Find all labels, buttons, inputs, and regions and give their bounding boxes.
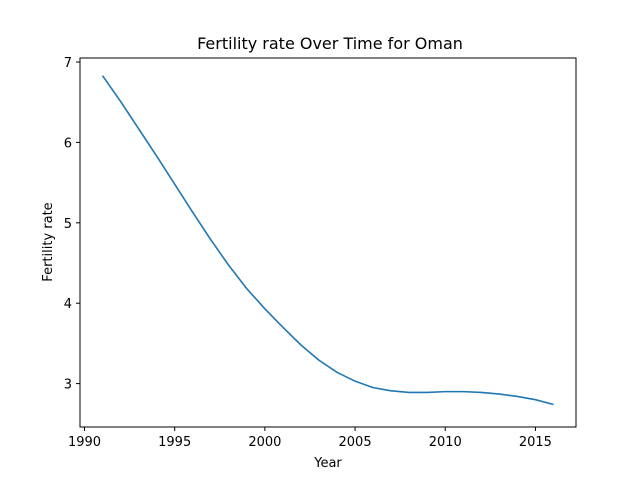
data-point [138,128,140,130]
data-point [264,308,266,310]
data-point [282,327,284,329]
data-point [517,396,519,398]
data-point [336,372,338,374]
y-axis: 3 4 5 6 7 [64,56,80,393]
plot-area [79,57,577,428]
y-axis-label: Fertility rate [41,202,56,281]
data-point [372,387,374,389]
data-point [462,391,464,393]
data-point [192,212,194,214]
y-tick-label: 3 [64,378,72,393]
data-point [318,359,320,361]
x-tick-label: 2010 [429,435,462,450]
data-point [444,391,446,393]
x-tick-label: 2005 [339,435,372,450]
data-point [408,392,410,394]
data-point [246,288,248,290]
series-line [101,75,554,406]
axes-frame [79,57,577,428]
x-axis-label: Year [313,456,342,471]
x-tick-label: 1995 [158,435,191,450]
data-point [426,392,428,394]
x-tick-label: 2000 [248,435,281,450]
x-tick-label: 2015 [519,435,552,450]
data-point [228,265,230,267]
x-tick-label: 1990 [68,435,101,450]
x-axis: 1990 1995 2000 2005 2010 2015 [68,427,552,450]
data-point [354,380,356,382]
data-point [390,390,392,392]
data-point [553,404,555,406]
data-point [102,75,104,77]
y-tick-label: 5 [64,217,72,232]
data-point [300,344,302,346]
series-layer [101,75,555,406]
data-point [210,239,212,241]
data-point [120,101,122,103]
chart-title: Fertility rate Over Time for Oman [197,34,463,53]
data-point [535,399,537,401]
data-point [481,392,483,394]
y-tick-label: 4 [64,297,72,312]
data-point [499,393,501,395]
data-point [156,155,158,157]
y-tick-label: 6 [64,136,72,151]
data-point [174,183,176,185]
y-tick-label: 7 [64,56,72,71]
